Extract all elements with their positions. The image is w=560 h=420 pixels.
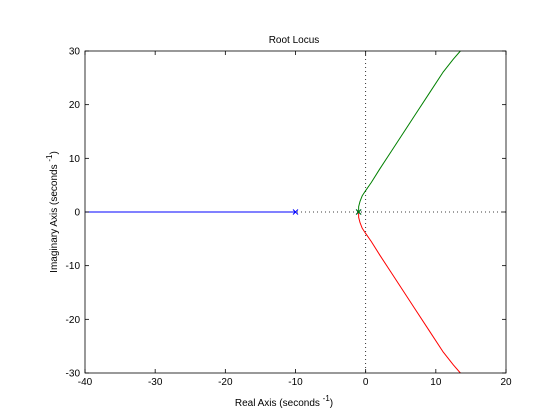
x-tick-label: 20	[500, 377, 512, 388]
y-axis-label-superscript: -1	[45, 154, 54, 162]
series-layer	[85, 50, 461, 374]
y-tick-label: -10	[66, 261, 81, 272]
locus-branch-2	[358, 50, 461, 212]
poles-layer	[292, 209, 362, 215]
x-tick-label: 10	[430, 377, 442, 388]
x-tick-label: -40	[78, 377, 93, 388]
y-tick-label: -30	[66, 369, 81, 380]
x-tick-label: -10	[288, 377, 303, 388]
pole-marker-3	[355, 209, 362, 215]
plot-area	[84, 50, 507, 374]
pole-marker-1	[292, 209, 299, 215]
y-tick-label: -20	[66, 315, 81, 326]
y-tick-labels: -30 -20 -10 0 10 20 30	[66, 47, 81, 380]
y-tick-label: 20	[69, 100, 81, 111]
locus-branch-3	[358, 212, 461, 374]
y-tick-label: 0	[74, 208, 80, 219]
y-tick-label: 10	[69, 154, 81, 165]
x-tick-label: -20	[218, 377, 233, 388]
x-axis-label-main: Real Axis (seconds	[235, 398, 323, 409]
y-axis-label-main: Imaginary Axis (seconds	[49, 162, 60, 273]
y-tick-label: 30	[69, 47, 81, 58]
x-tick-label: 0	[363, 377, 369, 388]
x-tick-labels: -40 -30 -20 -10 0 10 20	[78, 377, 512, 388]
x-tick-label: -30	[148, 377, 163, 388]
ticks-layer	[84, 50, 507, 374]
x-axis-label: Real Axis (seconds -1)	[235, 394, 333, 409]
chart-title: Root Locus	[269, 35, 320, 46]
x-axis-label-suffix: )	[330, 398, 333, 409]
x-axis-label-superscript: -1	[323, 394, 331, 403]
y-axis-label: Imaginary Axis (seconds -1)	[45, 151, 60, 273]
y-axis-label-suffix: )	[49, 151, 60, 154]
reference-lines	[85, 51, 506, 373]
